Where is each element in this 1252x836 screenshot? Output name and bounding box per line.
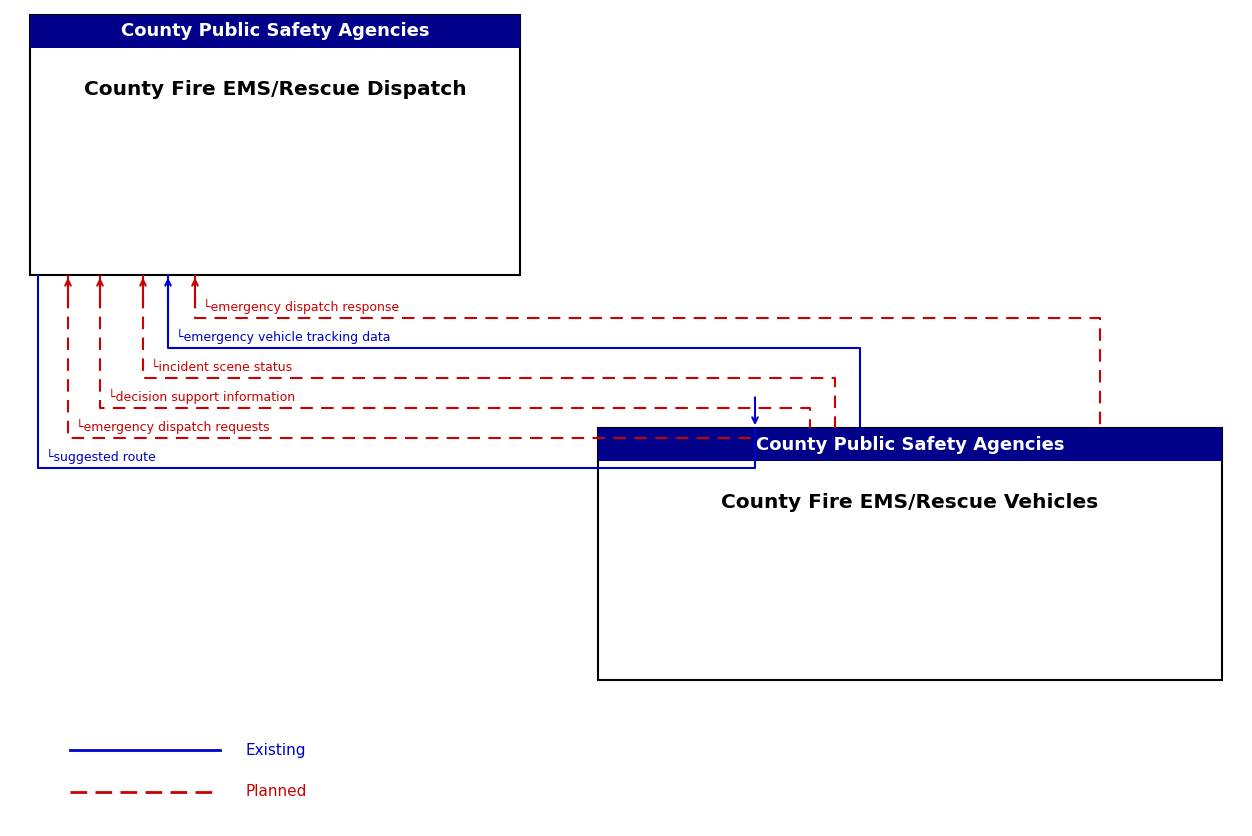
Text: └emergency dispatch response: └emergency dispatch response bbox=[203, 298, 398, 314]
Text: └decision support information: └decision support information bbox=[108, 389, 294, 404]
Bar bbox=[30, 15, 520, 275]
Bar bbox=[598, 428, 1222, 680]
Text: Planned: Planned bbox=[245, 784, 307, 799]
Text: County Fire EMS/Rescue Vehicles: County Fire EMS/Rescue Vehicles bbox=[721, 492, 1098, 512]
Text: Existing: Existing bbox=[245, 742, 305, 757]
Text: County Public Safety Agencies: County Public Safety Agencies bbox=[756, 436, 1064, 453]
Text: └emergency vehicle tracking data: └emergency vehicle tracking data bbox=[175, 329, 391, 344]
Text: └suggested route: └suggested route bbox=[45, 449, 155, 464]
Text: County Public Safety Agencies: County Public Safety Agencies bbox=[120, 23, 429, 40]
Text: County Fire EMS/Rescue Dispatch: County Fire EMS/Rescue Dispatch bbox=[84, 79, 466, 99]
Text: └emergency dispatch requests: └emergency dispatch requests bbox=[75, 419, 269, 434]
Bar bbox=[30, 15, 520, 48]
Text: └incident scene status: └incident scene status bbox=[150, 361, 292, 374]
Bar bbox=[598, 428, 1222, 461]
